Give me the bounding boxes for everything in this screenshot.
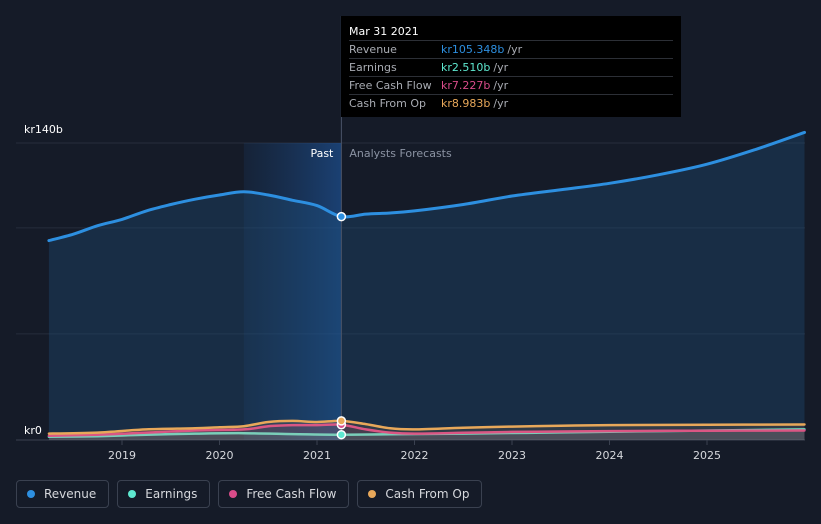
x-tick-label: 2023	[498, 449, 526, 462]
x-tick-label: 2020	[206, 449, 234, 462]
legend-dot-icon	[229, 490, 238, 498]
series-area-free-cash-flow	[48, 424, 805, 440]
series-lines-layer	[47, 130, 806, 440]
legend-item-revenue[interactable]: Revenue	[16, 480, 110, 508]
series-line-revenue	[47, 130, 806, 243]
x-tick-label: 2019	[108, 449, 136, 462]
y-axis-top-label: kr140b	[24, 123, 63, 136]
revenue-area	[48, 132, 805, 440]
tooltip-unit: /yr	[507, 43, 523, 56]
marker-cash-from-op	[336, 416, 347, 426]
legend-item-earnings[interactable]: Earnings	[117, 480, 211, 508]
tooltip-label: Cash From Op	[349, 97, 427, 110]
legend-label: Free Cash Flow	[246, 487, 337, 501]
legend-label: Earnings	[145, 487, 198, 501]
tooltip-unit: /yr	[493, 97, 509, 110]
x-tick-label: 2021	[303, 449, 331, 462]
tooltip-label: Free Cash Flow	[349, 79, 432, 92]
chart-svg: kr140b kr0 Past Analysts Forecasts 2019 2020 2…	[16, 16, 806, 462]
tooltip-date: Mar 31 2021	[349, 24, 673, 41]
tooltip: Mar 31 2021 Revenue kr105.348b /yr Earni…	[341, 16, 681, 117]
legend-label: Revenue	[44, 487, 97, 501]
tooltip-label: Earnings	[349, 61, 397, 74]
axis-labels-layer: kr140b kr0 Past Analysts Forecasts 2019 2020 2…	[24, 123, 721, 462]
marker-earnings	[336, 429, 347, 440]
y-axis-bottom-label: kr0	[24, 424, 42, 437]
legend-item-free-cash-flow[interactable]: Free Cash Flow	[218, 480, 350, 508]
legend-dot-icon	[368, 490, 377, 498]
tooltip-row-free-cash-flow: Free Cash Flow kr7.227b /yr	[349, 77, 673, 95]
revenue-area-layer	[48, 132, 805, 440]
past-label: Past	[310, 147, 334, 160]
tooltip-value: kr8.983b	[441, 97, 491, 110]
tooltip-row-cash-from-op: Cash From Op kr8.983b /yr	[349, 95, 673, 112]
tooltip-value: kr7.227b	[441, 79, 491, 92]
marker-revenue	[336, 211, 347, 222]
series-line-free-cash-flow	[47, 423, 806, 438]
tooltip-value: kr2.510b	[441, 61, 491, 74]
legend-dot-icon	[128, 490, 137, 498]
tooltip-label: Revenue	[349, 43, 397, 56]
tooltip-value: kr105.348b	[441, 43, 505, 56]
tooltip-row-revenue: Revenue kr105.348b /yr	[349, 41, 673, 59]
x-tick-label: 2024	[596, 449, 624, 462]
x-tick-label: 2025	[693, 449, 721, 462]
legend-item-cash-from-op[interactable]: Cash From Op	[357, 480, 483, 508]
legend-dot-icon	[27, 490, 35, 498]
markers-layer	[336, 211, 347, 440]
forecast-label: Analysts Forecasts	[349, 147, 452, 160]
tooltip-unit: /yr	[493, 61, 509, 74]
legend: Revenue Earnings Free Cash Flow Cash Fro…	[16, 480, 483, 508]
x-tick-label: 2022	[401, 449, 429, 462]
tooltip-row-earnings: Earnings kr2.510b /yr	[349, 59, 673, 77]
tooltip-unit: /yr	[493, 79, 509, 92]
gridlines	[16, 142, 805, 441]
legend-label: Cash From Op	[385, 487, 470, 501]
